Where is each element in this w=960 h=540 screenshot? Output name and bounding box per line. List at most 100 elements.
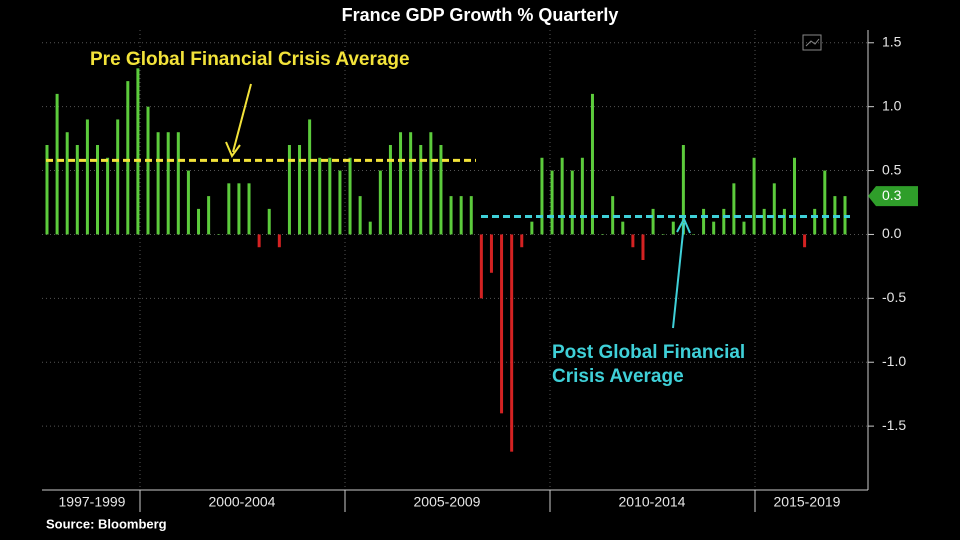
bar [247,183,251,235]
bar [298,145,302,235]
bar [399,132,403,235]
bar [823,170,827,235]
y-tick-label: -1.0 [882,353,906,369]
bar [469,196,473,235]
bar [55,93,59,235]
bar [197,208,201,235]
bar [459,196,463,235]
bar [742,221,746,235]
bar [560,157,564,235]
bar [752,157,756,235]
bar [580,157,584,235]
bar [227,183,231,235]
bar [419,145,423,235]
post-arrow [672,222,685,329]
bar [156,132,160,235]
y-tick-label: -0.5 [882,289,906,305]
bar [257,234,261,248]
bar [621,221,625,235]
bar [439,145,443,235]
bar [500,234,504,414]
bar [146,106,150,235]
bar [186,170,190,235]
bar [378,170,382,235]
bar [287,145,291,235]
x-period-label: 2000-2004 [209,494,276,510]
bar [348,157,352,235]
last-value-label: 0.3 [882,187,902,203]
bar [96,145,100,235]
bar [792,157,796,235]
bar [590,93,594,235]
y-tick-label: 1.0 [882,97,902,113]
bar [338,170,342,235]
bar [782,208,786,235]
bar [550,170,554,235]
bar [116,119,120,235]
bar [540,157,544,235]
bar [722,208,726,235]
bar [611,196,615,235]
bar [661,234,665,235]
bar [671,221,675,235]
bar [267,208,271,235]
bar [631,234,635,248]
bar [479,234,483,299]
y-tick-label: -1.5 [882,417,906,433]
pre-arrow-head [225,141,241,159]
bar [207,196,211,235]
bar [368,221,372,235]
bar [762,208,766,235]
bar [702,208,706,235]
y-tick-label: 1.5 [882,33,902,49]
x-period-label: 2005-2009 [414,494,481,510]
bar [217,234,221,235]
bar [429,132,433,235]
bar [530,221,534,235]
x-period-label: 2010-2014 [619,494,686,510]
chart-title: France GDP Growth % Quarterly [342,5,619,25]
bar [65,132,69,235]
pre-arrow [232,83,252,153]
bar [651,208,655,235]
bar [277,234,281,248]
bar [520,234,524,248]
bar [136,68,140,235]
bar [328,157,332,235]
bar [409,132,413,235]
y-tick-label: 0.0 [882,225,902,241]
bar [176,132,180,235]
bar [712,221,716,235]
bar [388,145,392,235]
chart-icon-line [805,38,820,47]
bar [489,234,493,273]
bar [237,183,241,235]
bar [510,234,514,452]
source: Source: Bloomberg [46,516,167,531]
post-average-label: Crisis Average [552,366,684,387]
bar [45,145,49,235]
bar [570,170,574,235]
bar [318,157,322,235]
pre-average-label: Pre Global Financial Crisis Average [90,49,410,70]
bar [772,183,776,235]
bar [691,234,695,235]
y-tick-label: 0.5 [882,161,902,177]
bar [813,208,817,235]
post-average-label: Post Global Financial [552,342,745,363]
last-value-box [868,186,918,207]
bar [106,157,110,235]
x-period-label: 2015-2019 [774,494,841,510]
bar [803,234,807,248]
bar [85,119,89,235]
bar [449,196,453,235]
x-period-label: 1997-1999 [59,494,126,510]
bar [681,145,685,235]
bar [126,81,130,235]
bar [732,183,736,235]
bar [601,234,605,235]
bar [641,234,645,260]
bar [308,119,312,235]
